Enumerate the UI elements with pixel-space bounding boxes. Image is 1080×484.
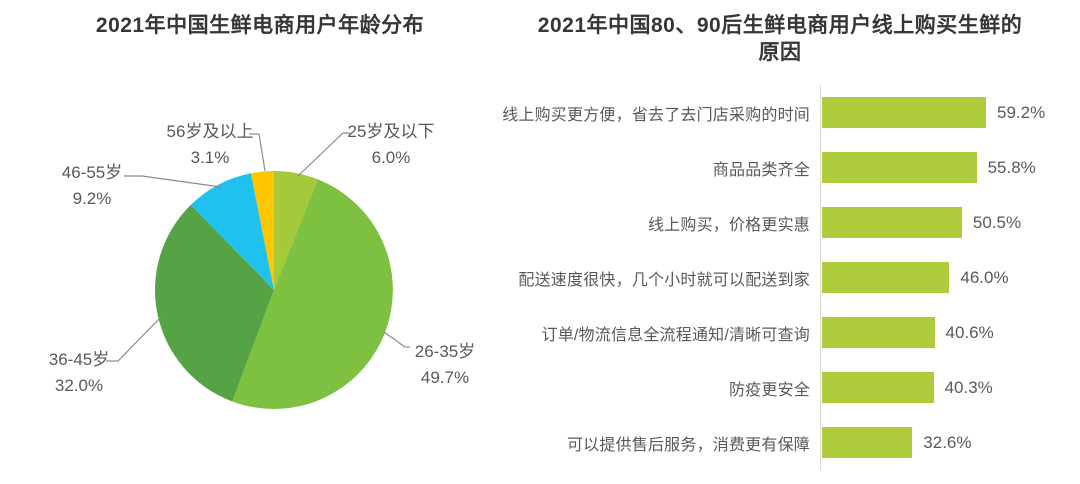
bar-chart-panel: 2021年中国80、90后生鲜电商用户线上购买生鲜的 原因 线上购买更方便，省去…: [480, 0, 1080, 484]
bar-chart-title: 2021年中国80、90后生鲜电商用户线上购买生鲜的 原因: [500, 12, 1060, 66]
pie-label-under25: 25岁及以下 6.0%: [326, 119, 456, 171]
bar-category-label: 可以提供售后服务，消费更有保障: [566, 436, 810, 454]
bar: [822, 262, 950, 293]
bar-axis-line: [820, 85, 821, 470]
bar: [822, 207, 962, 238]
bar-row: 订单/物流信息全流程通知/清晰可查询 40.6%: [480, 305, 1080, 360]
pie-slices: [154, 171, 393, 409]
bar-chart-title-line1: 2021年中国80、90后生鲜电商用户线上购买生鲜的: [537, 14, 1023, 37]
bar-row: 线上购买，价格更实惠 50.5%: [480, 195, 1080, 250]
bar-chart-title-line2: 原因: [758, 41, 802, 64]
bar-category-label: 线上购买，价格更实惠: [647, 216, 810, 234]
bar-value-label: 32.6%: [923, 432, 972, 452]
pie-label-pct: 9.2%: [72, 189, 112, 208]
pie-label-36-45: 36-45岁 32.0%: [14, 347, 144, 399]
bar-category-label: 线上购买更方便，省去了去门店采购的时间: [502, 106, 810, 124]
pie-label-56plus: 56岁及以上 3.1%: [145, 119, 275, 171]
pie-leader-lines: [106, 132, 410, 362]
leader-line-46-55: [124, 175, 222, 188]
leader-line-56plus: [249, 133, 266, 172]
pie-label-pct: 6.0%: [371, 148, 411, 167]
bar-value-label: 40.3%: [944, 377, 993, 397]
bar-row: 防疫更安全 40.3%: [480, 360, 1080, 415]
pie-slice-36-45岁: [154, 204, 274, 402]
pie-slice-46-55岁: [190, 173, 274, 290]
leader-line-36-45: [106, 316, 162, 362]
bar-row: 配送速度很快，几个小时就可以配送到家 46.0%: [480, 250, 1080, 305]
bar: [822, 97, 986, 128]
pie-slice-25岁及以下: [274, 171, 318, 290]
bar-value-label: 50.5%: [972, 212, 1022, 232]
bar: [822, 152, 977, 183]
bar: [822, 317, 935, 348]
pie-label-name: 26-35岁: [414, 342, 476, 361]
pie-label-name: 46-55岁: [61, 163, 123, 182]
pie-chart-panel: 2021年中国生鲜电商用户年龄分布 56岁及以上 3.1% 25岁及以下 6.0…: [0, 0, 520, 484]
pie-label-46-55: 46-55岁 9.2%: [27, 160, 157, 212]
pie-label-pct: 49.7%: [420, 368, 470, 387]
bar: [822, 372, 934, 403]
pie-label-name: 56岁及以上: [166, 122, 254, 141]
pie-chart: [106, 132, 410, 409]
pie-label-26-35: 26-35岁 49.7%: [380, 339, 510, 391]
bar-row: 线上购买更方便，省去了去门店采购的时间 59.2%: [480, 85, 1080, 140]
pie-slice-56岁及以上: [250, 171, 274, 290]
bar-row: 商品品类齐全 55.8%: [480, 140, 1080, 195]
bar-category-label: 商品品类齐全: [712, 161, 810, 179]
bar-value-label: 59.2%: [997, 102, 1046, 122]
pie-label-pct: 3.1%: [190, 148, 230, 167]
pie-label-name: 25岁及以下: [347, 122, 435, 141]
pie-label-pct: 32.0%: [54, 376, 104, 395]
bar-value-label: 55.8%: [987, 157, 1036, 177]
bar: [822, 427, 913, 458]
bar-chart: 线上购买更方便，省去了去门店采购的时间 59.2% 商品品类齐全 55.8% 线上购买，…: [480, 85, 1080, 470]
pie-label-name: 36-45岁: [48, 350, 110, 369]
pie-slice-26-35岁: [232, 179, 393, 409]
leader-line-under25: [297, 132, 350, 177]
leader-line-26-35: [383, 331, 410, 348]
pie-chart-title: 2021年中国生鲜电商用户年龄分布: [95, 14, 425, 37]
bar-category-label: 配送速度很快，几个小时就可以配送到家: [518, 271, 810, 289]
bar-value-label: 46.0%: [960, 267, 1009, 287]
bar-category-label: 防疫更安全: [728, 381, 810, 399]
bar-row: 可以提供售后服务，消费更有保障 32.6%: [480, 415, 1080, 470]
bar-category-label: 订单/物流信息全流程通知/清晰可查询: [541, 326, 810, 344]
bar-value-label: 40.6%: [945, 322, 994, 342]
